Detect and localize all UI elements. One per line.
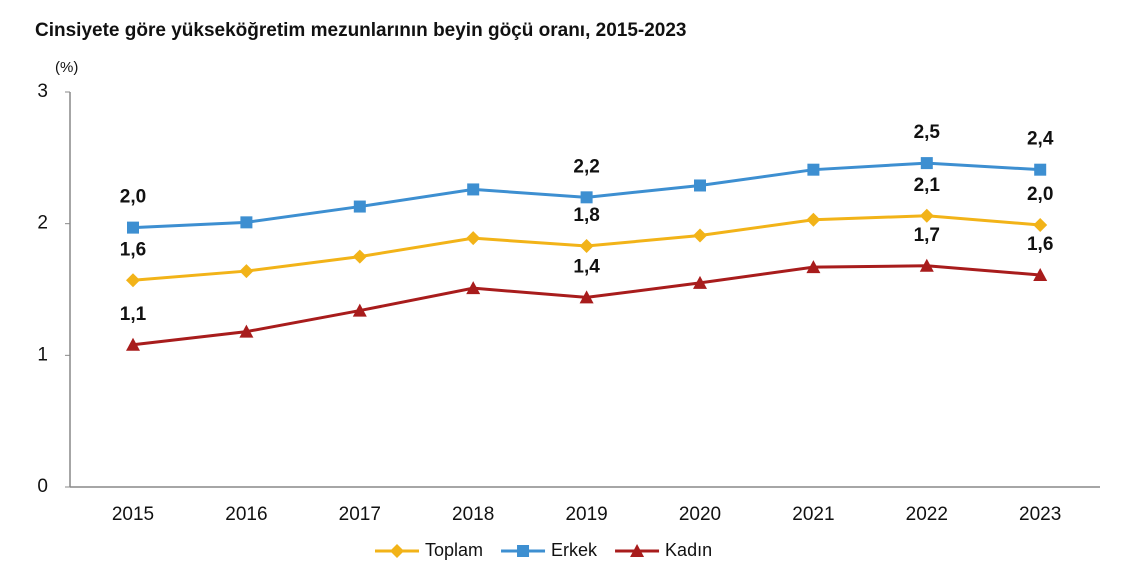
data-point: [127, 221, 139, 234]
x-tick-label: 2021: [792, 504, 834, 525]
data-point: [919, 208, 934, 223]
data-point: [693, 275, 707, 289]
value-label: 2,1: [914, 175, 941, 196]
x-tick-label: 2015: [112, 504, 154, 525]
data-point: [352, 303, 367, 317]
value-label: 1,4: [573, 256, 600, 277]
data-point: [806, 260, 821, 274]
data-point: [920, 157, 933, 170]
y-tick-label: 2: [37, 213, 48, 234]
data-point: [580, 191, 593, 204]
x-tick-label: 2016: [225, 504, 267, 525]
y-tick-label: 3: [37, 81, 48, 102]
data-point: [239, 324, 254, 338]
data-point: [466, 281, 481, 295]
value-label: 2,5: [914, 122, 941, 143]
x-tick-label: 2023: [1019, 504, 1061, 525]
value-label: 2,0: [1027, 184, 1053, 205]
value-label: 2,0: [120, 187, 146, 208]
y-tick-label: 0: [37, 476, 48, 497]
x-tick-label: 2019: [565, 504, 607, 525]
y-tick-label: 1: [37, 344, 48, 365]
chart-title: Cinsiyete göre yükseköğretim mezunlarını…: [35, 20, 687, 41]
y-axis-unit: (%): [55, 59, 78, 76]
data-point: [693, 228, 707, 243]
value-label: 1,7: [914, 225, 940, 246]
legend-label: Toplam: [425, 540, 483, 560]
data-point: [1033, 217, 1048, 232]
value-label: 1,1: [120, 304, 147, 325]
data-point: [240, 216, 253, 229]
value-label: 1,6: [120, 239, 146, 260]
legend-marker: [630, 544, 645, 557]
data-point: [126, 337, 140, 351]
series-line: [132, 264, 1041, 347]
x-tick-label: 2017: [339, 504, 381, 525]
data-point: [919, 258, 934, 272]
legend-marker: [390, 544, 404, 558]
data-point: [467, 183, 480, 196]
value-label: 1,8: [573, 205, 599, 226]
data-point: [239, 264, 254, 279]
data-point: [579, 290, 594, 304]
data-point: [694, 179, 706, 192]
value-label: 1,6: [1027, 234, 1053, 255]
x-tick-label: 2018: [452, 504, 494, 525]
data-point: [126, 273, 140, 288]
legend-label: Erkek: [551, 540, 598, 560]
data-point: [466, 231, 481, 246]
data-point: [353, 200, 366, 213]
legend-label: Kadın: [665, 540, 712, 560]
x-tick-label: 2020: [679, 504, 721, 525]
value-label: 2,2: [573, 156, 599, 177]
data-point: [352, 249, 367, 264]
value-label: 2,4: [1027, 129, 1054, 150]
data-point: [1034, 163, 1047, 176]
legend-marker: [517, 545, 530, 557]
data-point: [1033, 268, 1048, 282]
data-point: [579, 239, 594, 254]
x-tick-label: 2022: [906, 504, 948, 525]
data-point: [807, 163, 820, 176]
data-point: [806, 212, 821, 227]
